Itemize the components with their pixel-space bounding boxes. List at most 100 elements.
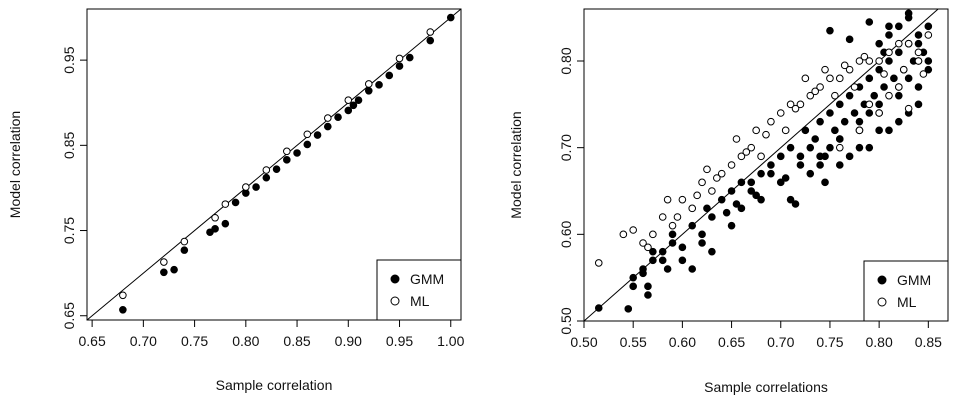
y-tick-label: 0.75: [61, 217, 77, 244]
gmm-point: [323, 122, 332, 131]
gmm-point: [880, 83, 888, 91]
ml-point: [767, 117, 775, 126]
gmm-point: [845, 152, 854, 161]
gmm-point: [757, 169, 765, 178]
ml-point: [835, 74, 844, 83]
ml-point: [855, 126, 864, 135]
gmm-point: [594, 304, 603, 312]
ml-point: [801, 74, 810, 83]
gmm-point: [722, 208, 731, 217]
ml-point: [713, 174, 721, 182]
x-tick-label: 0.90: [335, 333, 362, 349]
gmm-point: [816, 117, 824, 126]
gmm-point: [395, 62, 404, 70]
gmm-point: [678, 243, 687, 252]
gmm-point: [821, 152, 829, 161]
ml-point: [781, 126, 790, 135]
gmm-point: [845, 91, 854, 100]
gmm-point: [895, 117, 903, 126]
ml-point: [663, 195, 672, 204]
x-axis-title: Sample correlations: [704, 379, 828, 395]
gmm-point: [293, 149, 301, 157]
ml-point: [262, 166, 271, 174]
gmm-point: [272, 165, 281, 173]
gmm-point: [303, 140, 312, 149]
gmm-point: [334, 113, 342, 122]
gmm-point: [914, 31, 923, 39]
gmm-point: [781, 174, 790, 182]
x-axis-title: Sample correlation: [216, 377, 333, 393]
ml-point: [806, 91, 815, 100]
ml-point: [283, 147, 291, 156]
gmm-point: [904, 9, 913, 18]
ml-point: [875, 57, 883, 65]
gmm-point: [801, 126, 810, 135]
gmm-point: [885, 57, 893, 65]
y-tick-label: 0.65: [61, 302, 77, 329]
ml-point: [594, 259, 603, 267]
gmm-point: [206, 228, 214, 237]
ml-point: [914, 57, 923, 65]
ml-point: [742, 148, 751, 156]
gmm-point: [160, 268, 168, 277]
legend-label: ML: [897, 294, 917, 310]
ml-point: [737, 152, 746, 161]
y-tick-label: 0.50: [558, 307, 574, 334]
gmm-point: [732, 200, 741, 208]
ml-point: [160, 258, 168, 266]
gmm-point: [688, 221, 697, 230]
ml-point: [776, 109, 785, 117]
x-tick-label: 0.65: [718, 334, 745, 350]
gmm-point: [865, 143, 874, 152]
x-tick-label: 0.85: [915, 334, 942, 350]
ml-point: [899, 65, 908, 74]
gmm-point: [727, 187, 736, 195]
gmm-point: [816, 161, 824, 169]
gmm-point: [180, 246, 189, 254]
x-tick-label: 0.65: [78, 333, 105, 349]
y-tick-label: 0.80: [558, 47, 574, 74]
plot-frame: [583, 8, 949, 322]
gmm-point: [826, 143, 834, 152]
gmm-point: [727, 221, 736, 230]
gmm-point: [221, 219, 230, 228]
gmm-point: [831, 126, 839, 135]
gmm-point: [924, 22, 933, 31]
gmm-point: [708, 247, 716, 256]
ml-point: [791, 104, 800, 113]
gmm-point: [119, 305, 127, 314]
x-tick-label: 0.85: [283, 333, 310, 349]
gmm-point: [885, 126, 893, 135]
panel-2: 0.50 0.55 0.60 0.65 0.70 0.75 0.80 0.85 0.50 0.60…: [508, 8, 949, 395]
gmm-point: [806, 143, 815, 152]
gmm-point: [668, 230, 677, 239]
ml-point: [629, 226, 637, 234]
gmm-point: [170, 265, 178, 274]
gmm-point: [231, 198, 240, 207]
ml-point: [821, 65, 829, 74]
gmm-point: [658, 247, 667, 256]
gmm-point: [639, 265, 647, 273]
gmm-point: [835, 100, 844, 109]
ml-point: [673, 213, 682, 221]
gmm-point: [446, 13, 455, 22]
x-tick-label: 0.50: [570, 334, 597, 350]
ml-point: [895, 39, 903, 48]
gmm-point: [688, 265, 697, 273]
ml-point: [885, 48, 893, 57]
gmm-point: [644, 291, 652, 299]
ml-point: [796, 100, 805, 109]
gmm-point: [767, 169, 775, 178]
gmm-point: [344, 106, 353, 115]
ml-point: [303, 130, 312, 139]
panel-1: 0.65 0.70 0.75 0.80 0.85 0.90 0.95 1.00 0.65 0.75…: [7, 8, 465, 393]
ml-point: [752, 126, 760, 135]
ml-point: [727, 161, 736, 169]
ml-point: [860, 52, 869, 61]
ml-point: [211, 213, 219, 222]
ml-point: [904, 39, 913, 48]
gmm-point: [375, 81, 383, 89]
ml-point: [668, 221, 677, 230]
ml-point: [904, 104, 913, 113]
